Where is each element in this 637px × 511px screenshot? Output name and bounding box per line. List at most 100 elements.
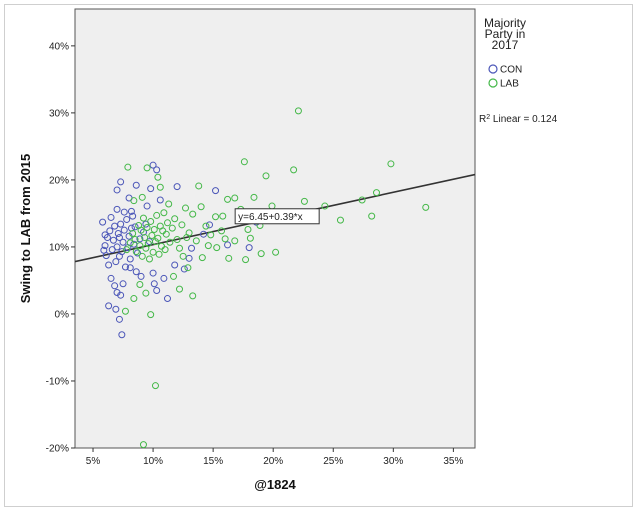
point-lab	[300, 197, 308, 205]
fit-equation-label: y=6.45+0.39*x	[234, 208, 320, 225]
legend-marker-con	[488, 64, 498, 74]
point-lab	[154, 234, 162, 242]
point-lab	[121, 307, 129, 315]
point-lab	[387, 160, 395, 168]
point-lab	[176, 285, 184, 293]
y-tick-label: 20%	[49, 175, 69, 186]
point-lab	[204, 242, 212, 250]
point-con	[112, 258, 120, 266]
x-tick-label: 10%	[143, 456, 163, 467]
point-con	[100, 246, 108, 254]
point-lab	[240, 158, 248, 166]
point-lab	[153, 211, 161, 219]
point-lab	[151, 382, 159, 390]
x-tick-label: 35%	[443, 456, 463, 467]
point-con	[127, 207, 135, 215]
point-lab	[171, 215, 179, 223]
point-lab	[257, 250, 265, 258]
point-con	[120, 226, 128, 234]
point-lab	[246, 234, 254, 242]
point-lab	[123, 246, 131, 254]
point-lab	[219, 212, 227, 220]
point-con	[120, 208, 128, 216]
point-lab	[231, 194, 239, 202]
point-lab	[143, 164, 151, 172]
point-lab	[145, 255, 153, 263]
point-lab	[198, 254, 206, 262]
point-lab	[143, 223, 151, 231]
point-lab	[192, 237, 200, 245]
legend-title-line: Party in	[485, 27, 526, 41]
point-lab	[184, 264, 192, 272]
series-lab	[121, 107, 430, 449]
point-lab	[182, 204, 190, 212]
point-con	[188, 244, 196, 252]
point-con	[109, 236, 117, 244]
legend-title-line: Majority	[484, 16, 526, 30]
y-tick-label: 40%	[49, 41, 69, 52]
x-axis-title: @1824	[254, 477, 296, 492]
point-lab	[136, 280, 144, 288]
r2-prefix: R	[479, 114, 486, 125]
point-con	[126, 255, 134, 263]
point-lab	[169, 272, 177, 280]
point-lab	[141, 234, 149, 242]
point-lab	[132, 248, 140, 256]
point-lab	[250, 193, 258, 201]
point-con	[119, 238, 127, 246]
point-con	[185, 254, 193, 262]
x-tick-label: 5%	[86, 456, 101, 467]
point-con	[118, 331, 126, 339]
point-lab	[262, 172, 270, 180]
point-lab	[155, 250, 163, 258]
point-lab	[294, 107, 302, 115]
point-lab	[139, 214, 147, 222]
point-con	[156, 196, 164, 204]
point-lab	[131, 236, 139, 244]
point-lab	[166, 238, 174, 246]
r2-suffix: Linear = 0.124	[490, 114, 557, 125]
plot-area	[74, 8, 476, 449]
point-lab	[148, 232, 156, 240]
point-con	[121, 263, 129, 271]
series-con	[99, 161, 260, 339]
point-lab	[142, 289, 150, 297]
point-con	[117, 220, 125, 228]
point-con	[114, 230, 122, 238]
point-lab	[207, 231, 215, 239]
point-con	[123, 215, 131, 223]
point-lab	[137, 226, 145, 234]
x-tick-label: 30%	[383, 456, 403, 467]
r2-superscript: 2	[486, 114, 490, 121]
point-con	[107, 213, 115, 221]
point-con	[153, 166, 161, 174]
point-lab	[178, 221, 186, 229]
point-lab	[373, 189, 381, 197]
point-con	[206, 221, 214, 229]
fit-label-box	[234, 208, 320, 225]
point-lab	[136, 242, 144, 250]
point-lab	[183, 234, 191, 242]
point-con	[153, 286, 161, 294]
y-tick-label: -10%	[46, 376, 69, 387]
point-lab	[149, 248, 157, 256]
y-tick-label: -20%	[46, 444, 69, 455]
y-tick-label: 30%	[49, 108, 69, 119]
point-con	[143, 202, 151, 210]
point-con	[115, 315, 123, 323]
point-con	[103, 234, 111, 242]
y-tick-label: 0%	[55, 309, 70, 320]
point-con	[113, 243, 121, 251]
point-lab	[224, 195, 232, 203]
point-con	[111, 282, 119, 290]
point-con	[119, 280, 127, 288]
point-con	[173, 183, 181, 191]
point-lab	[176, 244, 184, 252]
x-tick-label: 25%	[323, 456, 343, 467]
point-lab	[160, 209, 168, 217]
point-con	[105, 302, 113, 310]
point-con	[126, 264, 134, 272]
point-lab	[358, 196, 366, 204]
point-con	[149, 269, 157, 277]
point-con	[115, 234, 123, 242]
